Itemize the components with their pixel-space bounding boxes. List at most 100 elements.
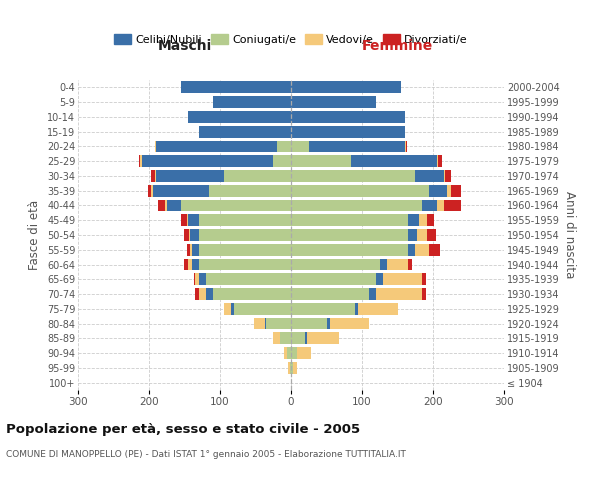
Bar [199, 126, 291, 138]
Bar [430, 185, 447, 196]
Bar [140, 156, 142, 167]
Bar [422, 200, 437, 211]
Bar [291, 274, 376, 285]
Bar [451, 185, 461, 196]
Bar [190, 229, 199, 241]
Bar [167, 200, 181, 211]
Y-axis label: Anni di nascita: Anni di nascita [563, 192, 577, 278]
Bar [181, 82, 291, 94]
Bar [416, 229, 427, 241]
Bar [291, 156, 352, 167]
Bar [148, 185, 151, 196]
Bar [376, 288, 422, 300]
Text: Femmine: Femmine [362, 38, 433, 52]
Bar [422, 274, 426, 285]
Bar [156, 140, 277, 152]
Bar [358, 303, 398, 314]
Bar [291, 229, 408, 241]
Bar [443, 200, 461, 211]
Bar [447, 185, 451, 196]
Bar [199, 244, 291, 256]
Bar [291, 126, 404, 138]
Bar [296, 347, 311, 359]
Bar [291, 170, 415, 182]
Text: Popolazione per età, sesso e stato civile - 2005: Popolazione per età, sesso e stato civil… [6, 422, 360, 436]
Bar [291, 362, 293, 374]
Bar [380, 258, 387, 270]
Bar [213, 288, 291, 300]
Bar [156, 170, 224, 182]
Bar [224, 303, 230, 314]
Bar [199, 288, 206, 300]
Bar [187, 214, 188, 226]
Bar [152, 185, 209, 196]
Bar [408, 244, 415, 256]
Bar [326, 318, 330, 330]
Bar [188, 214, 199, 226]
Bar [291, 318, 326, 330]
Bar [408, 214, 419, 226]
Bar [443, 170, 445, 182]
Bar [254, 318, 265, 330]
Bar [155, 140, 156, 152]
Bar [273, 156, 291, 167]
Y-axis label: Fasce di età: Fasce di età [28, 200, 41, 270]
Bar [139, 156, 140, 167]
Bar [437, 200, 443, 211]
Bar [404, 140, 406, 152]
Bar [188, 258, 191, 270]
Bar [191, 258, 199, 270]
Bar [194, 274, 195, 285]
Legend: Celibi/Nubili, Coniugati/e, Vedovi/e, Divorziati/e: Celibi/Nubili, Coniugati/e, Vedovi/e, Di… [110, 30, 472, 50]
Bar [187, 244, 190, 256]
Bar [430, 244, 440, 256]
Bar [184, 258, 188, 270]
Bar [387, 258, 408, 270]
Bar [151, 170, 155, 182]
Bar [189, 229, 190, 241]
Bar [155, 170, 156, 182]
Bar [293, 362, 296, 374]
Bar [206, 274, 291, 285]
Bar [408, 229, 416, 241]
Bar [330, 318, 369, 330]
Bar [383, 274, 422, 285]
Bar [184, 229, 189, 241]
Bar [280, 332, 291, 344]
Bar [158, 200, 166, 211]
Bar [291, 82, 401, 94]
Bar [266, 318, 291, 330]
Bar [355, 303, 358, 314]
Bar [408, 258, 412, 270]
Bar [195, 288, 199, 300]
Bar [291, 185, 430, 196]
Bar [188, 111, 291, 123]
Bar [199, 214, 291, 226]
Bar [277, 140, 291, 152]
Bar [291, 140, 309, 152]
Bar [406, 140, 407, 152]
Bar [438, 156, 442, 167]
Text: Maschi: Maschi [157, 38, 212, 52]
Bar [206, 288, 213, 300]
Bar [291, 347, 296, 359]
Bar [199, 258, 291, 270]
Bar [445, 170, 451, 182]
Bar [287, 347, 291, 359]
Bar [419, 214, 427, 226]
Bar [422, 288, 426, 300]
Bar [291, 111, 404, 123]
Bar [142, 156, 273, 167]
Bar [181, 214, 187, 226]
Bar [181, 200, 291, 211]
Bar [291, 214, 408, 226]
Bar [291, 332, 305, 344]
Bar [234, 303, 291, 314]
Bar [291, 96, 376, 108]
Bar [209, 185, 291, 196]
Bar [291, 288, 369, 300]
Bar [230, 303, 234, 314]
Bar [195, 274, 199, 285]
Bar [376, 274, 383, 285]
Bar [309, 140, 404, 152]
